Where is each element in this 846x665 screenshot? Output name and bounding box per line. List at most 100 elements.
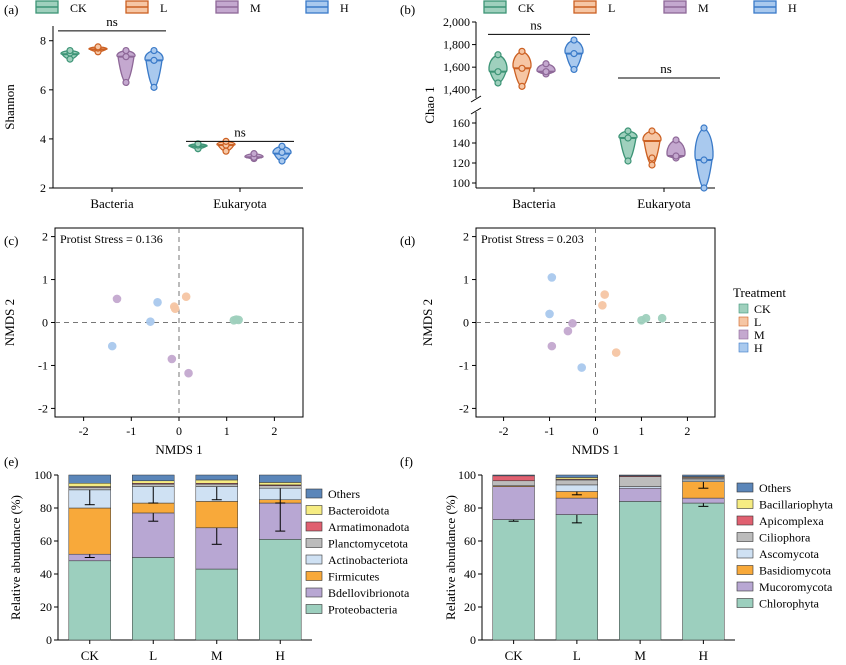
- legend-label-H: H: [754, 341, 763, 355]
- violin-point-L: [648, 127, 656, 135]
- violin-point-H: [700, 124, 708, 132]
- legend-label-M: M: [754, 328, 765, 342]
- violin-point-H: [150, 56, 158, 64]
- legend-label-L: L: [160, 1, 167, 15]
- bar-segment-Ciliophora: [555, 479, 598, 486]
- legend-swatch: [305, 604, 323, 614]
- scatter-point-H: [107, 341, 117, 351]
- bar-segment-Others: [555, 474, 598, 478]
- violin-point-H: [570, 65, 578, 74]
- bar-segment-Proteobacteria: [195, 568, 238, 641]
- significance-label: ns: [106, 14, 118, 29]
- x-tick-label: 1: [224, 424, 230, 438]
- y-tick-label: -2: [459, 401, 469, 415]
- bar-segment-Ciliophora: [492, 480, 535, 486]
- y-axis-label: Chao 1: [422, 86, 437, 123]
- bar-segment-Proteobacteria: [68, 560, 111, 641]
- legend-label-H: H: [340, 1, 349, 15]
- scatter-point-CK: [641, 313, 651, 323]
- x-tick-label: -1: [126, 424, 136, 438]
- y-tick-label: 40: [464, 567, 476, 581]
- y-tick-label: -1: [38, 358, 48, 372]
- y-axis-label: Relative abundance (%): [443, 495, 458, 620]
- bar-segment-Others: [68, 474, 111, 484]
- legend-swatch: [736, 548, 754, 559]
- x-tick-label: CK: [505, 648, 524, 663]
- y-tick-label: 4: [40, 132, 46, 146]
- bar-segment-Bacteroidota: [132, 480, 175, 484]
- legend-label-L: L: [608, 1, 615, 15]
- y-tick-label: 140: [452, 136, 470, 150]
- scatter-point-L: [611, 348, 621, 357]
- violin-point-M: [122, 53, 130, 61]
- legend-label: Chlorophyta: [759, 597, 820, 611]
- y-tick-label: 8: [40, 34, 46, 48]
- legend-label: Bacteroidota: [328, 504, 390, 518]
- violin-point-M: [122, 78, 130, 87]
- scatter-point-H: [146, 317, 155, 326]
- legend-swatch: [736, 598, 754, 608]
- y-axis-label: Relative abundance (%): [8, 495, 23, 620]
- legend-label: Ascomycota: [759, 547, 820, 561]
- legend-label-M: M: [250, 1, 261, 15]
- violin-point-M: [672, 152, 680, 160]
- violin-point-M: [542, 60, 550, 68]
- scatter-point-M: [547, 341, 557, 351]
- violin-point-H: [700, 156, 708, 164]
- violin-point-H: [570, 50, 578, 58]
- violin-point-CK: [494, 79, 502, 87]
- y-tick-label: 40: [40, 567, 52, 581]
- legend-swatch-M: [738, 329, 749, 340]
- y-tick-label: 0: [46, 633, 52, 647]
- significance-label: ns: [660, 61, 672, 76]
- legend-label-M: M: [698, 1, 709, 15]
- x-tick-label: L: [573, 648, 581, 663]
- axis-break-mark: [470, 107, 482, 115]
- y-tick-label: 1,600: [443, 60, 470, 74]
- bar-segment-Mucoromycota: [555, 497, 598, 515]
- violin-point-M: [250, 150, 258, 158]
- stress-annotation: Protist Stress = 0.136: [60, 232, 163, 246]
- x-tick-label: 1: [638, 424, 644, 438]
- legend-swatch: [305, 538, 323, 548]
- bar-segment-Chlorophyta: [492, 519, 535, 641]
- legend-label-L: L: [754, 315, 761, 329]
- y-tick-label: 6: [40, 83, 46, 97]
- scatter-point-M: [184, 368, 193, 378]
- scatter-point-H: [545, 309, 554, 319]
- violin-point-H: [278, 142, 286, 150]
- bar-segment-Others: [259, 474, 302, 483]
- bar-segment-Proteobacteria: [132, 557, 175, 641]
- bar-segment-Bdellovibrionota: [195, 527, 238, 570]
- bar-segment-Mucoromycota: [682, 497, 725, 504]
- y-tick-label: 80: [40, 501, 52, 515]
- panel-label: (c): [4, 233, 18, 248]
- violin-point-CK: [494, 68, 502, 76]
- scatter-point-L: [170, 304, 180, 314]
- y-tick-label: 1: [42, 273, 48, 287]
- legend-swatch: [305, 488, 323, 499]
- y-axis-label: NMDS 2: [2, 299, 17, 346]
- bar-segment-Planctomycetota: [195, 483, 238, 487]
- violin-point-H: [570, 36, 578, 44]
- violin-point-M: [542, 68, 550, 76]
- axis-break-mark: [470, 95, 482, 103]
- bar-segment-Firmicutes: [132, 502, 175, 514]
- bar-segment-Others: [492, 474, 535, 477]
- violin-point-CK: [624, 127, 632, 135]
- violin-point-H: [150, 83, 158, 91]
- x-axis-label: NMDS 1: [155, 442, 202, 457]
- x-tick-label: Bacteria: [90, 196, 134, 211]
- x-tick-label: 2: [684, 424, 690, 438]
- x-tick-label: H: [276, 648, 285, 663]
- y-tick-label: 1: [463, 273, 469, 287]
- violin-point-CK: [494, 51, 502, 59]
- y-tick-label: 2: [40, 181, 46, 195]
- x-axis-label: NMDS 1: [572, 442, 619, 457]
- bar-segment-Proteobacteria: [259, 539, 302, 641]
- violin-point-CK: [624, 157, 632, 165]
- x-tick-label: -2: [499, 424, 509, 438]
- x-tick-label: 0: [593, 424, 599, 438]
- violin-point-CK: [194, 140, 202, 148]
